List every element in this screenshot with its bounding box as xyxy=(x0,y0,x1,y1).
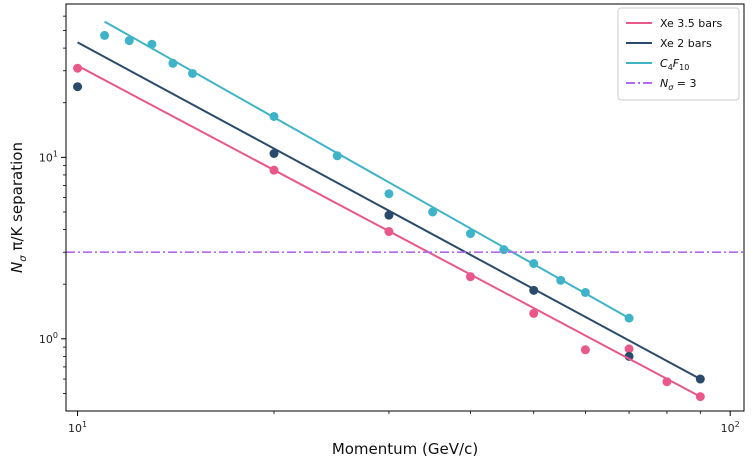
y-axis-label: Nσ π/K separation xyxy=(8,142,29,273)
ticks-layer: 101 102 100 101 xyxy=(39,15,740,435)
fit-line xyxy=(77,41,701,380)
x-axis-label: Momentum (GeV/c) xyxy=(332,440,478,458)
plot-frame xyxy=(65,3,745,412)
data-point xyxy=(384,189,394,199)
data-point xyxy=(499,245,509,255)
legend-label: Xe 2 bars xyxy=(660,37,712,50)
data-point xyxy=(428,207,438,217)
y-tick-label: 101 xyxy=(39,149,58,164)
legend-label: Nσ = 3 xyxy=(660,77,697,92)
lines-layer xyxy=(66,20,744,398)
points-layer xyxy=(73,30,705,402)
data-point xyxy=(580,345,590,355)
data-point xyxy=(465,229,475,239)
fit-line xyxy=(104,20,630,319)
legend-label: Xe 3.5 bars xyxy=(660,17,723,30)
x-tick-label: 101 xyxy=(68,420,87,435)
data-point xyxy=(73,82,83,92)
x-tick-label: 102 xyxy=(721,420,740,435)
data-point xyxy=(187,68,197,78)
data-point xyxy=(100,30,110,40)
legend-box xyxy=(617,7,740,101)
y-tick-label: 100 xyxy=(39,331,58,346)
data-point xyxy=(529,308,539,318)
legend-label: C4F10 xyxy=(660,57,689,72)
legend: Xe 3.5 bars Xe 2 bars C4F10 Nσ = 3 xyxy=(617,7,740,101)
data-point xyxy=(124,36,134,46)
data-point xyxy=(269,149,279,158)
fit-line xyxy=(77,64,701,398)
data-point xyxy=(624,344,634,354)
